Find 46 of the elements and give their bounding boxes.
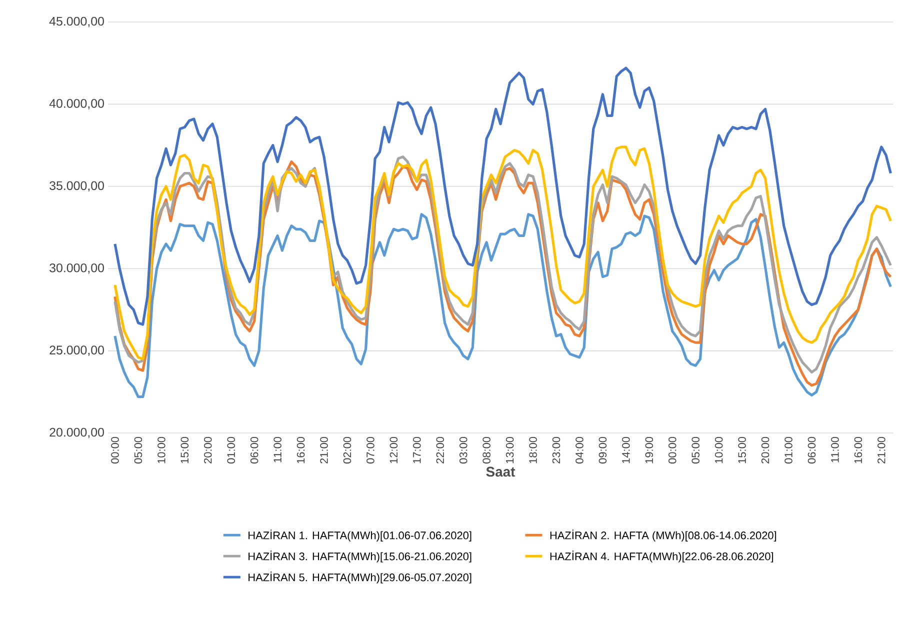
x-tick-label: 22:00 <box>436 436 444 464</box>
x-tick-label: 00:00 <box>668 436 676 464</box>
x-tick-label: 14:00 <box>622 436 630 464</box>
x-tick-label: 11:00 <box>831 436 839 462</box>
x-tick-label: 07:00 <box>366 436 374 464</box>
legend-label: HAZİRAN 2. HAFTA (MWh)[08.06-14.06.2020] <box>550 530 776 542</box>
y-tick-label: 30.000,00 <box>50 263 104 274</box>
x-tick-label: 21:00 <box>878 436 886 464</box>
x-tick-label: 05:00 <box>692 436 700 464</box>
x-tick-label: 08:00 <box>482 436 490 464</box>
x-tick-label: 11:00 <box>274 436 282 462</box>
y-tick-label: 25.000,00 <box>50 346 104 356</box>
x-tick-label: 10:00 <box>158 436 166 464</box>
x-tick-label: 04:00 <box>576 436 584 464</box>
y-tick-label: 20.000,00 <box>50 428 104 438</box>
x-tick-label: 21:00 <box>320 436 328 464</box>
x-tick-label: 12:00 <box>390 436 398 464</box>
x-tick-label: 03:00 <box>459 436 468 464</box>
y-tick-label: 35.000,00 <box>50 181 104 192</box>
y-tick-label: 40.000,00 <box>49 99 104 110</box>
x-tick-label: 01:00 <box>784 436 792 464</box>
legend-label: HAZİRAN 5. HAFTA(MWh)[29.06-05.07.2020] <box>248 572 472 584</box>
x-tick-label: 06:00 <box>250 436 258 464</box>
legend-label: HAZİRAN 1. HAFTA(MWh)[01.06-07.06.2020] <box>248 530 472 542</box>
x-tick-label: 13:00 <box>506 436 514 464</box>
x-tick-label: 16:00 <box>854 436 862 464</box>
legend-label: HAZİRAN 3. HAFTA(MWh)[15.06-21.06.2020] <box>248 550 472 562</box>
x-tick-label: 16:00 <box>296 436 305 464</box>
legend-label: HAZİRAN 4. HAFTA(MWh)[22.06-28.06.2020] <box>550 550 774 562</box>
x-tick-label: 02:00 <box>343 436 352 464</box>
x-tick-label: 17:00 <box>413 436 421 464</box>
x-tick-label: 15:00 <box>180 436 189 464</box>
x-tick-label: 18:00 <box>529 436 537 464</box>
x-tick-label: 15:00 <box>738 436 746 464</box>
y-tick-label: 45.000,00 <box>49 16 104 28</box>
x-tick-label: 20:00 <box>204 436 212 464</box>
x-tick-label: 01:00 <box>227 436 235 464</box>
x-axis-title: Saat <box>486 466 516 477</box>
x-tick-label: 06:00 <box>808 436 816 464</box>
x-tick-label: 10:00 <box>714 436 723 464</box>
x-tick-label: 20:00 <box>761 436 770 464</box>
x-tick-label: 00:00 <box>111 436 119 464</box>
x-tick-label: 09:00 <box>598 436 607 464</box>
x-tick-label: 05:00 <box>134 436 142 464</box>
x-tick-label: 19:00 <box>645 436 654 464</box>
x-tick-label: 23:00 <box>552 436 560 464</box>
